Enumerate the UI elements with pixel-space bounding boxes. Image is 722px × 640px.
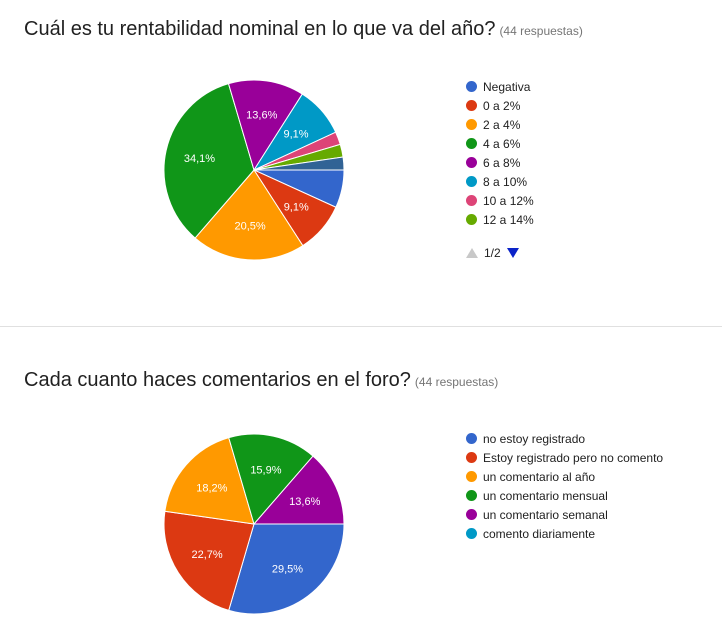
question-2-response-count: (44 respuestas) [414,375,499,389]
question-2-section: Cada cuanto haces comentarios en el foro… [0,327,722,640]
section-divider [0,326,722,327]
legend-item-no-estoy-registrado[interactable]: no estoy registrado [466,429,663,448]
question-2-title: Cada cuanto haces comentarios en el foro… [24,369,499,391]
pie-slice-6-a-8[interactable] [227,79,303,172]
legend-item-negativa[interactable]: Negativa [466,77,534,96]
pie-label-estoy-registrado-pero-no-comento: 22,7% [191,549,222,561]
pie-slice-p-gina-2[interactable] [253,156,345,171]
legend-item-2-a-4[interactable]: 2 a 4% [466,115,534,134]
legend-label: 2 a 4% [483,117,521,132]
legend-swatch [466,471,477,482]
legend-swatch [466,195,477,206]
legend-item-4-a-6[interactable]: 4 a 6% [466,134,534,153]
pie-slice-un-comentario-mensual[interactable] [228,433,314,526]
legend-label: no estoy registrado [483,431,586,446]
legend-item-8-a-10[interactable]: 8 a 10% [466,172,534,191]
pie-slice-estoy-registrado-pero-no-comento[interactable] [163,510,255,612]
question-1-legend: Negativa 0 a 2% 2 a 4% 4 a 6% 6 a 8% 8 a 10% 1… [466,77,534,229]
pager-label: 1/2 [484,246,501,260]
legend-label: un comentario mensual [483,488,608,503]
legend-swatch [466,214,477,225]
pie-label-4-a-6: 34,1% [184,153,215,165]
legend-item-6-a-8[interactable]: 6 a 8% [466,153,534,172]
pie-slice-2-a-4[interactable] [194,169,304,261]
question-1-response-count: (44 respuestas) [499,24,583,38]
pie-label-6-a-8: 13,6% [246,110,277,122]
legend-item-un-comentario-al-a-o[interactable]: un comentario al año [466,467,663,486]
legend-item-estoy-registrado-pero-no-comento[interactable]: Estoy registrado pero no comento [466,448,663,467]
legend-item-10-a-12[interactable]: 10 a 12% [466,191,534,210]
question-1-section: Cuál es tu rentabilidad nominal en lo qu… [24,18,583,261]
legend-label: 4 a 6% [483,136,521,151]
legend-swatch [466,528,477,539]
legend-label: 12 a 14% [483,212,534,227]
legend-label: 10 a 12% [483,193,534,208]
legend-swatch [466,81,477,92]
next-page-icon[interactable] [506,248,519,258]
legend-item-12-a-14[interactable]: 12 a 14% [466,210,534,229]
legend-label: comento diariamente [483,526,596,541]
legend-item-0-a-2[interactable]: 0 a 2% [466,96,534,115]
question-2-legend: no estoy registrado Estoy registrado pero… [466,429,663,543]
legend-swatch [466,138,477,149]
legend-label: un comentario al año [483,469,596,484]
legend-item-comento-diariamente[interactable]: comento diariamente [466,524,663,543]
question-1-pie-chart: 9,1% 20,5% 34,1% 13,6% 9,1% [163,79,345,261]
legend-swatch [466,509,477,520]
legend-label: 6 a 8% [483,155,521,170]
pie-slice-no-estoy-registrado[interactable] [228,523,345,615]
pie-label-un-comentario-semanal: 13,6% [289,496,320,508]
legend-item-un-comentario-mensual[interactable]: un comentario mensual [466,486,663,505]
question-2-pie-chart: 29,5% 22,7% 18,2% 15,9% 13,6% [163,433,345,615]
legend-swatch [466,176,477,187]
legend-label: 0 a 2% [483,98,521,113]
pie-label-un-comentario-mensual: 15,9% [250,464,281,476]
question-1-title: Cuál es tu rentabilidad nominal en lo qu… [24,18,583,40]
legend-label: 8 a 10% [483,174,528,189]
pie-label-un-comentario-al-a-o: 18,2% [196,482,227,494]
legend-swatch [466,452,477,463]
pie-label-no-estoy-registrado: 29,5% [272,564,303,576]
pie-slice-4-a-6[interactable] [163,83,255,239]
pie-slice-un-comentario-al-a-o[interactable] [164,436,255,525]
pie-label-0-a-2: 9,1% [284,201,309,213]
legend-label: Estoy registrado pero no comento [483,450,664,465]
legend-label: Negativa [483,79,531,94]
legend-swatch [466,119,477,130]
pie-label-8-a-10: 9,1% [283,128,308,140]
pie-label-2-a-4: 20,5% [234,221,265,233]
pie-slice-un-comentario-semanal[interactable] [252,455,345,525]
legend-item-un-comentario-semanal[interactable]: un comentario semanal [466,505,663,524]
legend-swatch [466,490,477,501]
legend-label: un comentario semanal [483,507,608,522]
legend-swatch [466,100,477,111]
legend-pager: 1/2 [466,246,519,260]
legend-swatch [466,433,477,444]
previous-page-icon [466,248,478,258]
legend-swatch [466,157,477,168]
